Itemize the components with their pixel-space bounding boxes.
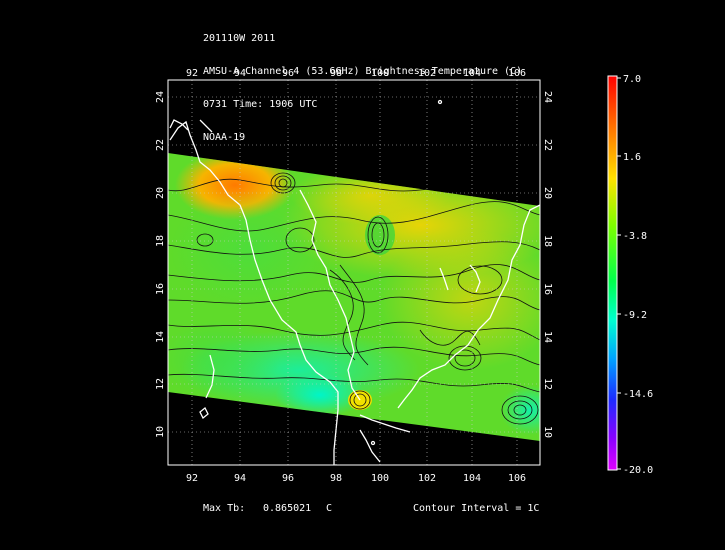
lon-label: 96 <box>282 473 294 484</box>
title-line-time: 0731 Time: 1906 UTC <box>203 99 318 110</box>
lat-label: 12 <box>542 378 553 390</box>
lon-label: 94 <box>234 68 246 79</box>
colorbar-tick-label: 1.6 <box>623 152 641 163</box>
lon-label: 102 <box>418 473 436 484</box>
title-line-date: 201110W 2011 <box>203 33 276 44</box>
contour-interval: Contour Interval = 1C <box>413 503 540 514</box>
colorbar-tick-label: -9.2 <box>623 310 647 321</box>
lat-label: 24 <box>542 91 553 103</box>
lon-label: 92 <box>186 473 198 484</box>
lon-label: 92 <box>186 68 198 79</box>
colorbar-tick-label: -3.8 <box>623 231 647 242</box>
lon-label: 104 <box>463 68 481 79</box>
lat-label: 10 <box>155 426 166 438</box>
lon-label: 100 <box>371 68 389 79</box>
lat-label: 22 <box>155 139 166 151</box>
lat-label: 20 <box>155 187 166 199</box>
max-tb-label: Max Tb: <box>203 503 246 514</box>
colorbar-tick-label: -14.6 <box>623 389 653 400</box>
max-tb-unit: C <box>326 503 333 514</box>
map-title: 201110W 2011 AMSU-A Channel 4 (53.6GHz) … <box>203 11 522 154</box>
lat-label: 24 <box>155 91 166 103</box>
lat-lon-grid <box>168 80 540 465</box>
brightness-swath <box>168 153 540 441</box>
lat-label: 16 <box>542 283 553 295</box>
lon-label: 94 <box>234 473 246 484</box>
lon-label: 98 <box>330 473 342 484</box>
lat-label: 14 <box>542 331 553 343</box>
max-tb-value: 0.865021 <box>263 503 312 514</box>
colorbar-tick-label: -20.0 <box>623 465 653 476</box>
lon-label: 100 <box>371 473 389 484</box>
colorbar: 7.0 1.6 -3.8 -9.2 -14.6 -20.0 <box>607 74 653 476</box>
lat-label: 22 <box>542 139 553 151</box>
lat-label: 18 <box>542 235 553 247</box>
lat-label: 14 <box>155 331 166 343</box>
lat-label: 12 <box>155 378 166 390</box>
map-frame <box>167 79 541 466</box>
colorbar-gradient <box>607 75 618 471</box>
lat-labels-right: 10 12 14 16 18 20 22 24 <box>542 91 553 438</box>
colorbar-tick-label: 7.0 <box>623 74 641 85</box>
lon-label: 102 <box>418 68 436 79</box>
lon-label: 98 <box>330 68 342 79</box>
lat-label: 20 <box>542 187 553 199</box>
lat-label: 16 <box>155 283 166 295</box>
title-line-satellite: NOAA-19 <box>203 132 246 143</box>
lat-label: 10 <box>542 426 553 438</box>
lon-labels-top: 92 94 96 98 100 102 104 106 <box>186 68 526 79</box>
contour-lines <box>168 172 540 425</box>
lat-label: 18 <box>155 235 166 247</box>
title-line-product: AMSU-A Channel 4 (53.6GHz) Brightness Te… <box>203 66 523 77</box>
lat-labels-left: 10 12 14 16 18 20 22 24 <box>155 91 166 438</box>
lon-labels-bottom: 92 94 96 98 100 102 104 106 <box>186 473 526 484</box>
lon-label: 106 <box>508 68 526 79</box>
coastlines <box>169 99 540 465</box>
lon-label: 96 <box>282 68 294 79</box>
lon-label: 106 <box>508 473 526 484</box>
lon-label: 104 <box>463 473 481 484</box>
